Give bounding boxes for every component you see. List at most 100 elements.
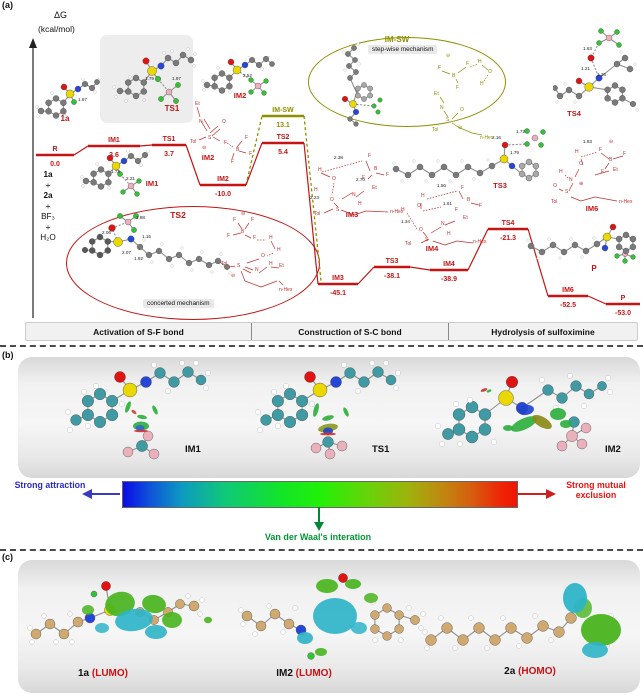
svg-text:F: F — [623, 151, 626, 157]
svg-text:n-Hex: n-Hex — [390, 209, 404, 215]
vdw-arrow-icon — [314, 507, 324, 531]
svg-text:1.83: 1.83 — [583, 139, 592, 144]
svg-text:1.73: 1.73 — [111, 169, 120, 174]
svg-text:O: O — [330, 197, 334, 203]
svg-text:IM1: IM1 — [108, 137, 120, 144]
legend-vdw: Van der Waal's interation — [264, 532, 372, 542]
svg-text:3.7: 3.7 — [164, 151, 174, 158]
svg-text:N: N — [199, 119, 203, 125]
svg-text:-45.1: -45.1 — [330, 290, 346, 297]
svg-text:1.56: 1.56 — [437, 183, 446, 188]
svg-text:O: O — [417, 203, 421, 209]
drawing-imsw: F ⊖ B F F H O H Et N O S Tol ⊖ n-Hex — [430, 47, 510, 147]
svg-text:F: F — [362, 175, 365, 181]
molecule-ts3: 2.16 1.72 1.79 — [388, 123, 560, 185]
svg-text:B: B — [467, 197, 471, 203]
svg-text:O: O — [553, 183, 557, 189]
svg-text:Et: Et — [279, 263, 284, 269]
orbital-molecule-1a-lumo — [22, 568, 232, 668]
svg-text:O: O — [222, 119, 226, 125]
molecule-im1: 1.73 2.21 — [75, 150, 153, 208]
drawing-im2: Et N O S Tol ⊖ F B F F F — [187, 95, 257, 163]
svg-text:H: H — [447, 231, 451, 237]
nci-molecule-im2 — [420, 360, 635, 472]
svg-text:IM2: IM2 — [202, 153, 215, 162]
panel-a: (a) ΔG (kcal/mol) step-wise mechanism co… — [2, 0, 643, 341]
svg-text:13.1: 13.1 — [276, 122, 290, 129]
molecule-im2-gray: 2.52 — [198, 56, 278, 108]
svg-text:2.07: 2.07 — [122, 250, 131, 255]
svg-text:2.38: 2.38 — [334, 155, 343, 160]
svg-text:Tol: Tol — [221, 261, 227, 267]
svg-text:TS1: TS1 — [165, 104, 180, 113]
panel-a-tag: (a) — [2, 0, 13, 10]
svg-text:Et: Et — [613, 167, 618, 173]
svg-text:F: F — [461, 185, 464, 191]
svg-text:S: S — [565, 189, 569, 195]
drawing-im4: 1.56 F B F F H O 1.61 H 1.34 O N Et S Tol n-Hex H — [397, 177, 493, 255]
svg-text:⊖: ⊖ — [241, 211, 245, 217]
svg-text:1.61: 1.61 — [443, 201, 452, 206]
svg-text:IM2: IM2 — [217, 176, 229, 183]
nci-color-scale — [122, 481, 518, 508]
svg-text:-52.5: -52.5 — [560, 302, 576, 309]
svg-text:1.92: 1.92 — [134, 256, 143, 261]
molecule-ts4: 1.63 1.21 1.36 — [553, 26, 641, 118]
molecule-ts1: 1.79 1.97 — [100, 33, 198, 125]
svg-text:B: B — [236, 147, 240, 153]
svg-text:IM4: IM4 — [443, 261, 455, 268]
orbital-molecule-im2-lumo — [235, 568, 435, 668]
svg-text:F: F — [231, 159, 234, 163]
svg-text:IM2: IM2 — [234, 91, 247, 100]
molecule-1a: 1.67 — [25, 78, 103, 126]
svg-text:P: P — [591, 264, 597, 273]
separator-1 — [0, 345, 643, 347]
section-construction: Construction of S-C bond — [252, 323, 449, 340]
svg-text:H: H — [401, 207, 405, 213]
molecule-layer-b — [0, 352, 643, 482]
svg-text:TS4: TS4 — [502, 220, 515, 227]
svg-text:B: B — [374, 166, 378, 172]
legend-exclusion: Strong mutual exclusion — [566, 480, 626, 501]
svg-text:F: F — [601, 169, 604, 175]
svg-text:F: F — [224, 140, 227, 146]
svg-text:H: H — [269, 261, 273, 267]
svg-text:F: F — [386, 172, 389, 178]
svg-text:1.34: 1.34 — [401, 219, 410, 224]
svg-text:IM4: IM4 — [426, 244, 439, 253]
svg-text:⊕: ⊕ — [579, 181, 583, 187]
attraction-arrow-icon — [82, 489, 120, 499]
nci-molecule-im1 — [38, 360, 238, 465]
svg-text:TS1: TS1 — [163, 136, 176, 143]
orbital-label-im2: IM2 (LUMO) — [276, 668, 332, 679]
drawing-im6: 1.83 H F ⊖ B F F O Et H N ⊕ O S Tol n-Hex — [551, 135, 643, 213]
svg-text:Et: Et — [195, 101, 200, 107]
svg-text:F: F — [251, 217, 254, 223]
svg-text:O: O — [332, 176, 336, 182]
stepwise-note: step-wise mechanism — [368, 45, 438, 54]
svg-text:H: H — [478, 59, 482, 65]
svg-text:F: F — [253, 235, 256, 241]
svg-text:IM-SW: IM-SW — [272, 107, 294, 114]
svg-text:S: S — [208, 135, 212, 141]
orbital-label-2a: 2a (HOMO) — [504, 666, 556, 677]
svg-text:1.72: 1.72 — [516, 129, 525, 134]
svg-text:H: H — [480, 81, 484, 87]
svg-text:F: F — [466, 61, 469, 67]
svg-text:1a: 1a — [61, 114, 70, 123]
svg-text:F: F — [455, 207, 458, 213]
reactant-stack: 1a +2a + BF₃ + H₂O — [28, 170, 68, 244]
svg-text:F: F — [368, 153, 371, 159]
svg-text:IM6: IM6 — [586, 204, 599, 213]
svg-text:n-Hex: n-Hex — [473, 239, 487, 245]
svg-text:F: F — [227, 233, 230, 239]
svg-text:2.70: 2.70 — [356, 177, 365, 182]
svg-text:N: N — [569, 177, 573, 183]
svg-text:1.36: 1.36 — [597, 72, 606, 77]
svg-text:2.52: 2.52 — [243, 73, 252, 78]
svg-text:2.21: 2.21 — [126, 176, 135, 181]
svg-text:H: H — [318, 167, 322, 173]
svg-text:1.79: 1.79 — [145, 76, 154, 81]
svg-text:O: O — [579, 161, 583, 167]
